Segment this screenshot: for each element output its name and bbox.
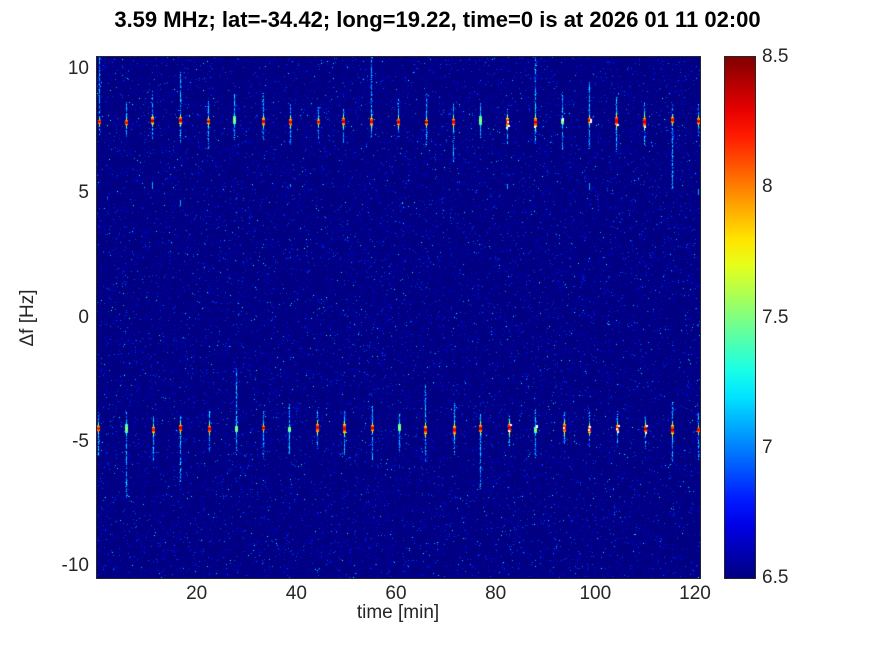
x-tick-label: 40 bbox=[285, 583, 307, 604]
x-tick-label: 80 bbox=[485, 583, 507, 604]
y-tick-label: -10 bbox=[61, 554, 89, 576]
x-axis-label: time [min] bbox=[356, 602, 440, 623]
x-tick-label: 100 bbox=[579, 583, 612, 604]
y-tick-label: 10 bbox=[67, 58, 89, 80]
x-tick-label: 120 bbox=[679, 583, 711, 604]
y-tick-label: -5 bbox=[72, 430, 89, 452]
colorbar-tick-label: 8 bbox=[762, 176, 773, 198]
colorbar bbox=[724, 56, 756, 579]
chart-title: 3.59 MHz; lat=-34.42; long=19.22, time=0… bbox=[114, 7, 761, 32]
colorbar-tick-label: 6.5 bbox=[762, 567, 789, 588]
y-tick-label: 5 bbox=[78, 182, 89, 204]
colorbar-tick-label: 7.5 bbox=[762, 306, 789, 328]
colorbar-tick-label: 8.5 bbox=[762, 46, 789, 67]
y-axis-label: Δf [Hz] bbox=[17, 289, 38, 347]
y-tick-label: 0 bbox=[78, 306, 89, 328]
colorbar-tick-label: 7 bbox=[762, 436, 773, 458]
spectrogram-plot-area bbox=[96, 56, 701, 579]
x-tick-label: 20 bbox=[186, 583, 208, 604]
x-tick-label: 60 bbox=[385, 583, 407, 604]
